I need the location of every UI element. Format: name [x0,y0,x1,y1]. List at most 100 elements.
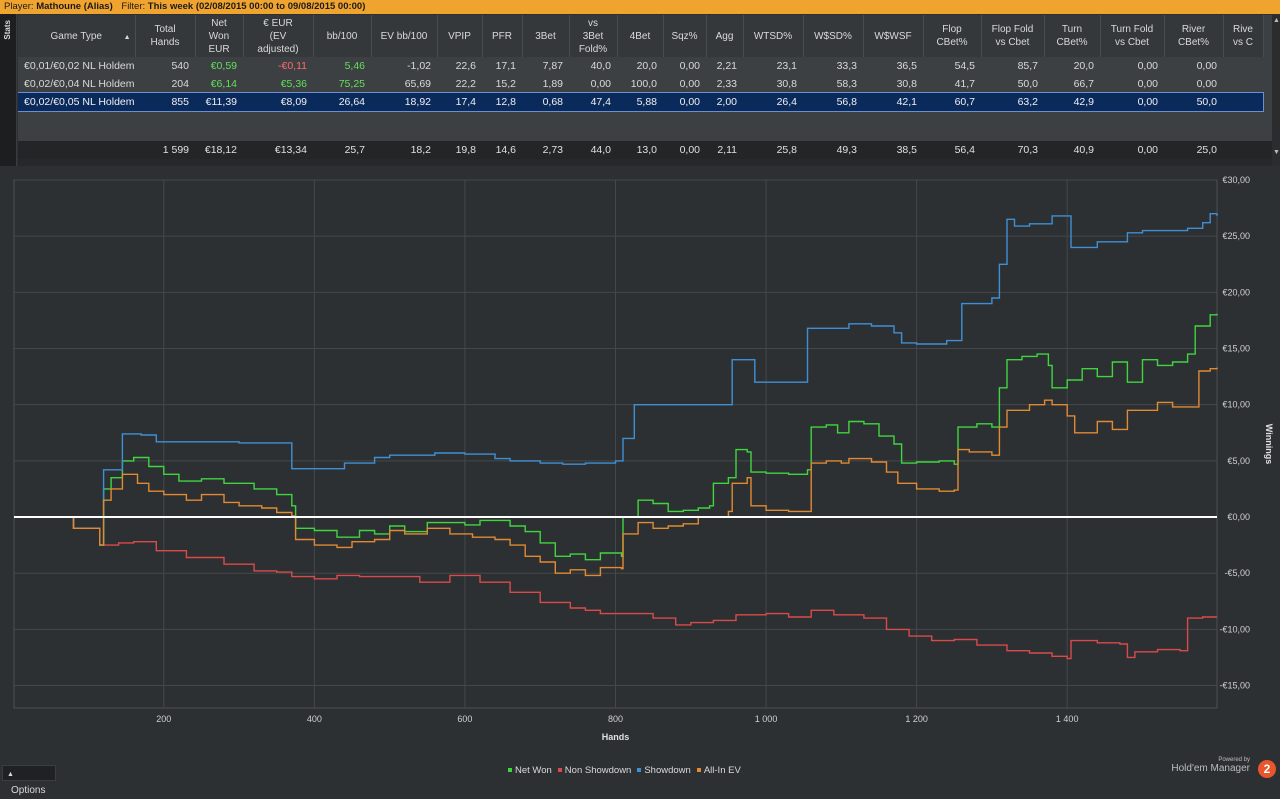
column-header[interactable]: PFR [482,15,523,57]
table-row[interactable]: €0,01/€0,02 NL Holdem 540 €0,59 -€0,11 5,46-… [18,57,1263,75]
column-header[interactable]: Turn Fold vs Cbet [1100,15,1165,57]
sort-asc-icon: ▲ [123,34,131,41]
table-cell: €0,01/€0,02 NL Holdem [18,57,135,75]
column-header[interactable]: Total Hands [135,15,196,57]
table-row[interactable]: €0,02/€0,05 NL Holdem 855 €11,39 €8,09 26,64… [18,92,1264,112]
stats-side-tab[interactable]: Stats [0,14,17,166]
player-value[interactable]: Mathoune (Alias) [36,1,113,12]
table-cell: 66,7 [1044,75,1100,93]
legend-item[interactable]: Net Won [508,765,552,776]
table-cell: 50,0 [981,75,1044,93]
chart-svg: €30,00 €25,00 €20,00 €15,00 €10,00 €5,00 €0,00… [13,175,1274,742]
y-tick-label: €15,00 [1222,344,1250,354]
legend-item[interactable]: Showdown [637,765,691,776]
table-cell: 0,00 [663,75,706,93]
legend-item[interactable]: Non Showdown [557,765,631,776]
brand-name: Hold'em Manager [1171,763,1250,774]
column-header[interactable]: Flop Fold vs Cbet [981,15,1045,57]
column-header[interactable]: bb/100 [313,15,372,57]
column-header[interactable]: Agg [706,15,744,57]
options-button[interactable]: ▲ Options [2,765,56,796]
table-cell: 36,5 [863,57,923,75]
column-header[interactable]: Turn CBet% [1044,15,1101,57]
table-cell: -€0,11 [243,57,313,75]
table-cell: €8,09 [243,93,313,111]
column-header[interactable]: River CBet% [1164,15,1224,57]
table-cell: €0,59 [195,57,243,75]
series-line-non-showdown [14,516,1217,660]
column-header[interactable]: WTSD% [743,15,804,57]
table-cell: 0,00 [1100,93,1164,111]
table-cell: 42,1 [863,93,923,111]
table-row[interactable]: €0,02/€0,04 NL Holdem 204 €6,14 €5,36 75,25 6… [18,75,1263,93]
total-cell: 19,8 [455,144,476,156]
y-tick-label: €0,00 [1227,512,1250,522]
total-cell: 1 599 [162,144,189,156]
table-cell: €0,02/€0,04 NL Holdem [18,75,135,93]
table-cell: 2,21 [706,57,743,75]
table-cell: 50,0 [1164,93,1223,111]
header-row: Game Type ▲ Total Hands Net Won EUR € EUR (E… [18,15,1264,57]
total-cell: 40,9 [1073,144,1094,156]
y-tick-label: -€15,00 [1219,681,1250,691]
table-cell: 60,7 [923,93,981,111]
table-cell: 0,00 [569,75,617,93]
y-tick-label: €30,00 [1222,175,1250,185]
filter-value[interactable]: This week (02/08/2015 00:00 to 09/08/201… [147,1,366,12]
table-cell: 1,89 [522,75,569,93]
table-cell: 26,64 [313,93,371,111]
x-tick-label: 1 400 [1056,714,1079,724]
table-cell: 0,00 [1100,75,1164,93]
column-header[interactable]: W$SD% [803,15,864,57]
table-cell: 540 [135,57,195,75]
table-cell: 40,0 [569,57,617,75]
total-cell: 13,0 [636,144,657,156]
table-cell: 63,2 [981,93,1044,111]
total-cell: 2,73 [542,144,563,156]
scroll-up-icon[interactable]: ▲ [1273,17,1280,24]
column-header[interactable]: Rive vs C [1223,15,1264,57]
legend-item[interactable]: All-In EV [696,765,741,776]
column-header[interactable]: 4Bet [617,15,664,57]
table-cell: 47,4 [569,93,617,111]
chart-legend: Net Won Non Showdown Showdown All-In EV [508,765,747,776]
table-cell: 2,33 [706,75,743,93]
total-cell: 44,0 [590,144,611,156]
table-cell: 855 [135,93,195,111]
column-header[interactable]: 3Bet [522,15,570,57]
total-cell: 18,2 [410,144,431,156]
table-cell: 30,8 [863,75,923,93]
total-cell: €13,34 [274,144,307,156]
total-cell: 25,0 [1196,144,1217,156]
vertical-scrollbar[interactable]: ▲ ▼ [1272,15,1280,165]
table-cell: 18,92 [371,93,437,111]
x-tick-label: 200 [156,714,171,724]
total-cell: €18,12 [204,144,237,156]
column-header[interactable]: Net Won EUR [195,15,244,57]
table-cell: 5,88 [617,93,663,111]
y-tick-label: €20,00 [1222,287,1250,297]
column-header[interactable]: W$WSF [863,15,924,57]
options-arrow-icon: ▲ [7,771,14,778]
table-cell: 33,3 [803,57,863,75]
table-cell: 54,5 [923,57,981,75]
column-header[interactable]: vs 3Bet Fold% [569,15,618,57]
total-cell: 25,8 [776,144,797,156]
scroll-down-icon[interactable]: ▼ [1273,149,1280,156]
total-cell [18,141,135,159]
total-cell: 0,00 [679,144,700,156]
filter-label: Filter: [121,1,146,12]
table-cell: €6,14 [195,75,243,93]
column-header[interactable]: Game Type ▲ [18,15,136,57]
column-header[interactable]: Flop CBet% [923,15,982,57]
column-header[interactable]: Sqz% [663,15,707,57]
column-header[interactable]: € EUR (EV adjusted) [243,15,314,57]
column-header[interactable]: VPIP [437,15,483,57]
table-cell: 42,9 [1044,93,1100,111]
stats-tab-label: Stats [3,20,12,40]
column-header[interactable]: EV bb/100 [371,15,438,57]
table-cell: 75,25 [313,75,371,93]
table-cell: €11,39 [195,93,243,111]
legend-label: Net Won [515,765,552,776]
horizontal-scrollbar[interactable] [18,159,1272,166]
